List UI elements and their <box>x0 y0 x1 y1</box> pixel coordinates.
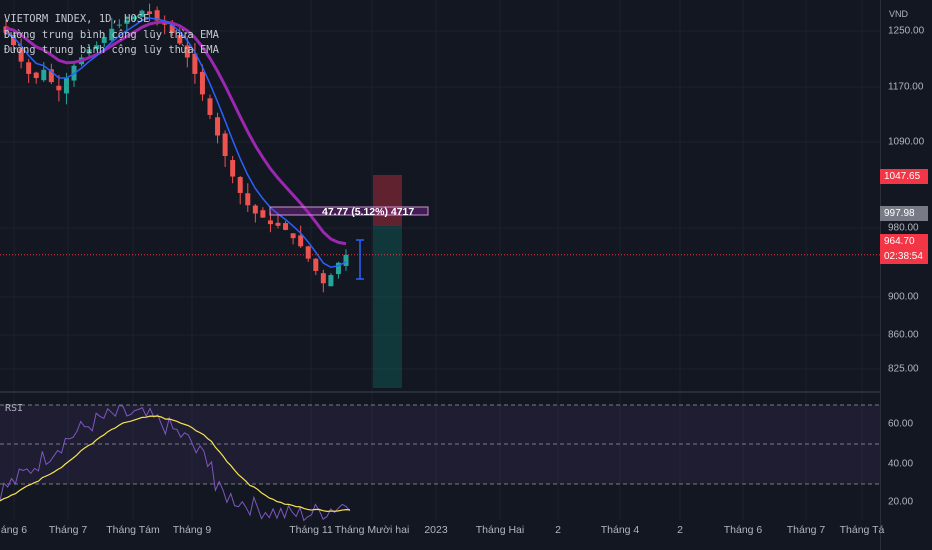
candle-body <box>222 133 228 156</box>
candle-body <box>320 273 326 284</box>
rsi-tick: 20.00 <box>888 496 914 508</box>
target-price-badge: 1047.65 <box>880 169 928 184</box>
candle-body <box>131 16 137 20</box>
candle-body <box>33 72 39 78</box>
time-tick: Tháng 4 <box>600 524 640 536</box>
rsi-tick: 60.00 <box>888 418 914 430</box>
candle-body <box>230 160 236 177</box>
candle-body <box>18 48 24 62</box>
candle-body <box>86 49 92 54</box>
candle-body <box>237 177 243 193</box>
rsi-band <box>0 405 880 484</box>
candle-body <box>335 262 341 275</box>
measure-price-badge: 997.98 <box>880 206 928 221</box>
price-tick: 825.00 <box>888 363 919 375</box>
time-tick: 2023 <box>424 524 448 536</box>
rsi-tick: 40.00 <box>888 458 914 470</box>
time-tick: Tháng 9 <box>172 524 212 536</box>
price-tick: 1170.00 <box>888 81 924 93</box>
price-tick: 900.00 <box>888 291 919 303</box>
rsi-ma-line <box>0 415 351 512</box>
ema-slow-line <box>5 20 347 246</box>
candle-body <box>260 210 266 218</box>
time-axis[interactable]: áng 6 Tháng 7 Tháng Tám Tháng 9 Tháng 11… <box>0 524 885 546</box>
candle-body <box>207 98 213 115</box>
candle-body <box>283 223 289 230</box>
candle-body <box>94 45 100 49</box>
candle-body <box>41 69 47 81</box>
stop-zone <box>373 175 402 226</box>
candle-body <box>328 275 334 287</box>
time-tick: Tháng Hai <box>475 524 525 536</box>
price-tick: 860.00 <box>888 329 919 341</box>
time-tick: Tháng Tám <box>106 524 160 536</box>
profit-zone <box>373 226 402 388</box>
time-tick: Tháng 7 <box>786 524 826 536</box>
candle-body <box>116 24 122 26</box>
price-axis-separator <box>880 0 881 550</box>
candle-body <box>48 69 54 83</box>
candle-body <box>154 10 160 21</box>
measure-label: 47.77 (5.12%) 4717 <box>322 206 415 218</box>
candle-body <box>56 85 62 91</box>
currency-label[interactable]: VND <box>889 9 909 19</box>
last-price-badge: 964.70 <box>880 234 928 249</box>
candle-body <box>139 10 145 17</box>
ema-fast-line <box>5 17 347 269</box>
rsi-label[interactable]: RSI <box>5 403 24 414</box>
measure-box <box>269 206 429 216</box>
time-tick: Tháng Mười hai <box>334 524 410 536</box>
candle-body <box>305 246 311 259</box>
candle-body <box>169 25 175 33</box>
candle-body <box>275 222 281 226</box>
time-tick: Tháng 7 <box>48 524 88 536</box>
candle-body <box>101 36 107 43</box>
candle-body <box>192 53 198 74</box>
candle-body <box>313 258 319 271</box>
candle-body <box>63 78 69 94</box>
price-tick: 1090.00 <box>888 136 925 148</box>
candle-body <box>109 28 115 41</box>
candle-body <box>252 205 258 214</box>
time-tick: Tháng 11 <box>289 524 333 536</box>
price-tick: 1250.00 <box>888 25 925 37</box>
time-tick: 2 <box>555 524 561 536</box>
candle-body <box>199 71 205 95</box>
price-tick: 980.00 <box>888 222 919 234</box>
candle-body <box>215 117 221 136</box>
time-tick: Tháng Tá <box>839 524 885 536</box>
candle-body <box>26 62 32 74</box>
candle-body <box>184 45 190 58</box>
rsi-line <box>0 404 351 522</box>
time-tick: Tháng 6 <box>723 524 763 536</box>
candle-body <box>343 254 349 266</box>
candle-body <box>3 26 9 33</box>
countdown-badge: 02:38:54 <box>880 249 928 264</box>
candle-body <box>245 193 251 206</box>
candle-body <box>267 220 273 225</box>
time-tick: 2 <box>677 524 683 536</box>
time-tick: áng 6 <box>0 524 28 536</box>
candle-body <box>11 34 17 46</box>
candle-body <box>177 35 183 44</box>
candle-body <box>298 235 304 247</box>
candle-body <box>147 11 153 14</box>
candle-body <box>290 233 296 239</box>
candle-body <box>124 20 130 24</box>
